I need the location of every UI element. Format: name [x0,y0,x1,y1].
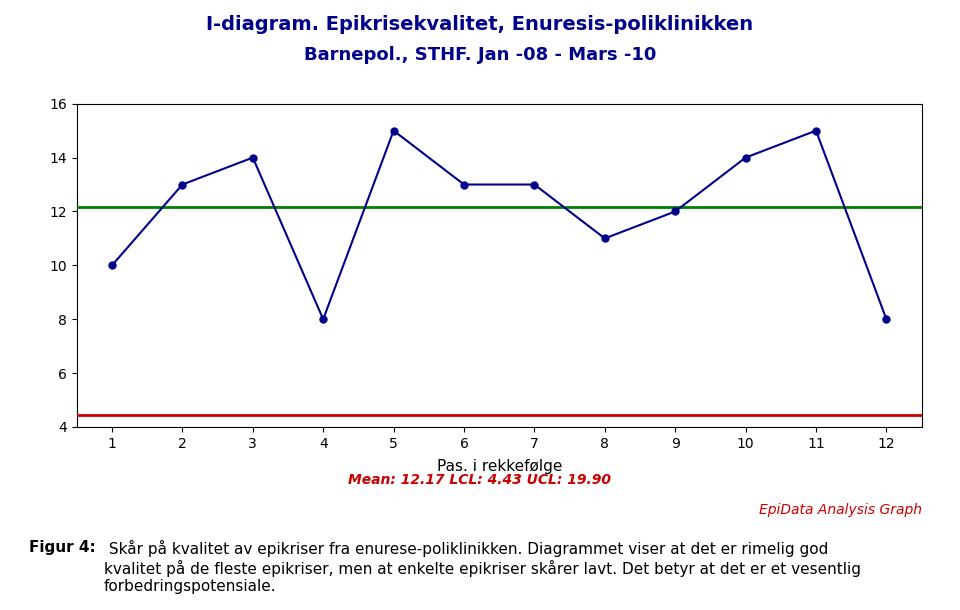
Text: I-diagram. Epikrisekvalitet, Enuresis-poliklinikken: I-diagram. Epikrisekvalitet, Enuresis-po… [206,15,754,34]
X-axis label: Pas. i rekkefølge: Pas. i rekkefølge [437,459,562,474]
Text: Barnepol., STHF. Jan -08 - Mars -10: Barnepol., STHF. Jan -08 - Mars -10 [303,46,657,64]
Text: Mean: 12.17 LCL: 4.43 UCL: 19.90: Mean: 12.17 LCL: 4.43 UCL: 19.90 [348,473,612,487]
Text: Skår på kvalitet av epikriser fra enurese-poliklinikken. Diagrammet viser at det: Skår på kvalitet av epikriser fra enures… [104,540,861,594]
Text: Figur 4:: Figur 4: [29,540,96,555]
Text: EpiData Analysis Graph: EpiData Analysis Graph [758,503,922,517]
